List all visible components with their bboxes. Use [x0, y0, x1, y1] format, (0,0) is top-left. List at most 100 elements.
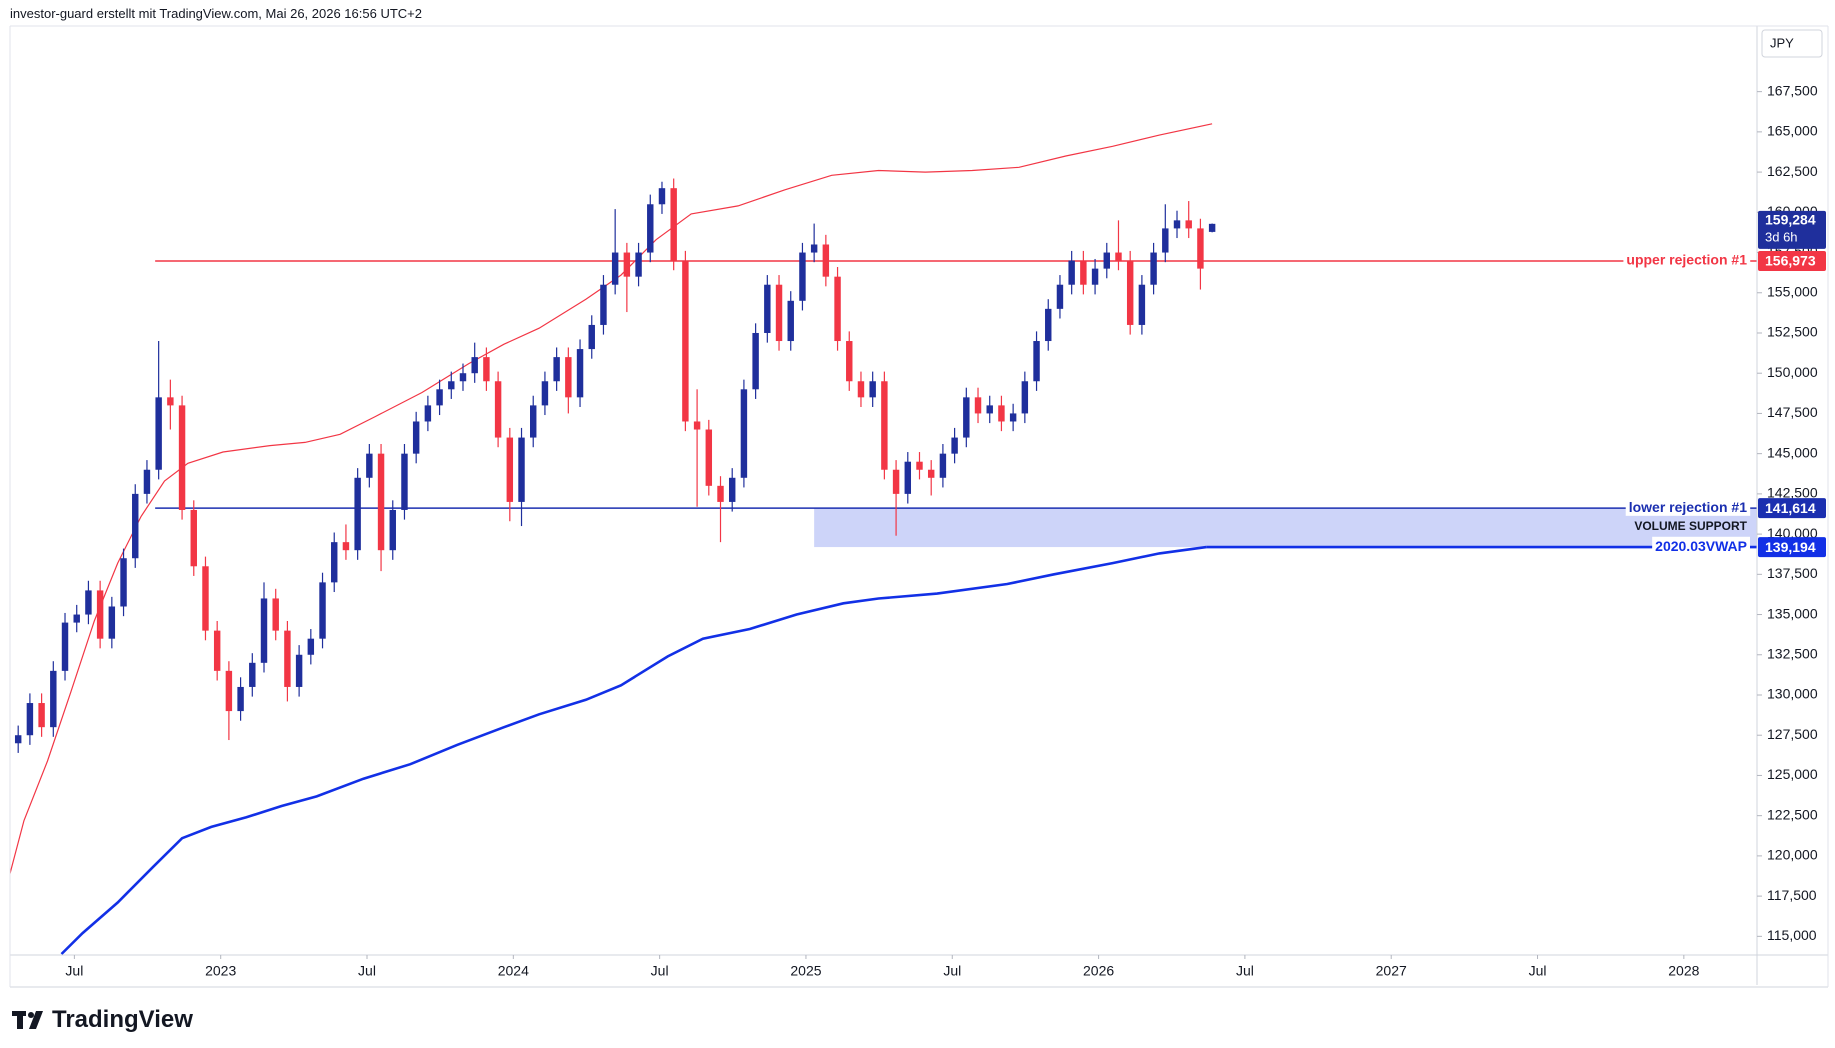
candle-body: [1115, 252, 1122, 261]
overlay-line: [10, 123, 1213, 874]
candle-body: [846, 341, 853, 382]
y-tick-label: 150,000: [1767, 364, 1818, 380]
candle-body: [225, 670, 233, 712]
y-tick-label: 122,500: [1767, 806, 1818, 822]
brand-name: TradingView: [52, 1006, 193, 1033]
candle-body: [974, 397, 982, 414]
y-tick-label: 127,500: [1767, 726, 1818, 742]
y-tick-label: 132,500: [1767, 645, 1818, 661]
candle-body: [202, 566, 209, 631]
countdown-label: 3d 6h: [1765, 229, 1798, 244]
level-label: lower rejection #1: [1629, 499, 1747, 515]
candle-body: [459, 373, 467, 382]
candle-body: [354, 477, 361, 551]
candle-body: [120, 558, 127, 607]
currency-label: JPY: [1770, 35, 1794, 50]
y-tick-label: 125,000: [1767, 766, 1818, 782]
candle-body: [541, 381, 549, 406]
y-tick-label: 145,000: [1767, 444, 1818, 460]
label-background: [1652, 536, 1750, 555]
candle-body: [623, 252, 631, 277]
candle-body: [331, 542, 338, 583]
y-tick-label: 165,000: [1767, 123, 1818, 139]
candle-body: [857, 381, 865, 398]
candle-body: [658, 188, 666, 205]
candle-body: [155, 397, 162, 470]
y-tick-label: 137,500: [1767, 565, 1818, 581]
price-tag-label: 141,614: [1765, 500, 1816, 516]
last-price-label: 159,284: [1765, 212, 1816, 228]
candle-body: [483, 357, 490, 382]
candle-body: [576, 349, 584, 398]
zone-label: VOLUME SUPPORT: [1634, 519, 1747, 533]
plot-area: [10, 123, 1757, 955]
y-tick-label: 117,500: [1767, 887, 1817, 903]
currency-box: [1761, 29, 1823, 58]
candle-body: [869, 381, 876, 398]
candle-body: [1150, 252, 1157, 285]
candle-body: [494, 381, 502, 438]
candle-body: [412, 421, 420, 454]
y-tick-label: 140,000: [1767, 525, 1818, 541]
y-tick-label: 120,000: [1767, 847, 1818, 863]
candle-body: [284, 630, 291, 687]
candle-body: [787, 300, 794, 342]
candle-body: [1068, 260, 1075, 285]
candle-body: [1045, 308, 1052, 342]
candle-body: [377, 453, 385, 551]
candle-body: [401, 453, 408, 510]
footer: TradingView: [12, 1006, 193, 1034]
x-tick-label: Jul: [651, 963, 669, 979]
x-tick-label: 2024: [498, 963, 529, 979]
y-tick-label: 162,500: [1767, 163, 1818, 179]
candle-body: [717, 485, 724, 502]
candle-body: [635, 252, 642, 277]
candle-body: [506, 437, 514, 502]
candle-body: [904, 461, 912, 494]
price-tag-label: 139,194: [1765, 539, 1816, 555]
candle-body: [61, 622, 69, 671]
attribution: investor-guard erstellt mit TradingView.…: [10, 6, 422, 21]
candle-body: [810, 244, 818, 253]
candle-body: [892, 469, 900, 494]
candle-body: [389, 509, 396, 551]
candle-body: [682, 260, 689, 422]
candle-body: [38, 703, 45, 728]
price-tag: [1758, 498, 1826, 519]
candle-body: [998, 405, 1005, 422]
candle-body: [705, 429, 713, 486]
y-tick-label: 147,500: [1767, 404, 1818, 420]
candle-body: [167, 397, 174, 406]
y-tick-label: 167,500: [1767, 82, 1818, 98]
candle-body: [939, 453, 947, 478]
candle-body: [132, 493, 139, 559]
label-background: [1625, 497, 1751, 516]
candle-body: [85, 590, 92, 615]
brand-logo: [12, 1011, 43, 1029]
candle-body: [588, 324, 595, 350]
x-tick-label: 2026: [1083, 963, 1114, 979]
candle-body: [916, 461, 923, 470]
candle-body: [799, 252, 806, 301]
candle-body: [670, 188, 677, 261]
candle-body: [600, 284, 607, 325]
overlay-line: [60, 545, 1207, 955]
y-tick-label: 115,000: [1767, 927, 1817, 943]
candle-body: [14, 735, 22, 744]
candle-body: [108, 606, 116, 639]
candle-body: [530, 405, 537, 438]
candle-body: [565, 357, 572, 398]
x-tick-label: 2023: [205, 963, 236, 979]
price-tag: [1758, 537, 1826, 558]
candle-body: [1126, 260, 1134, 325]
candle-body: [26, 703, 34, 736]
candle-body: [73, 614, 80, 623]
volume-support-zone: [814, 508, 1757, 548]
candle-body: [553, 357, 560, 382]
y-tick-label: 135,000: [1767, 605, 1818, 621]
candle-body: [366, 453, 373, 478]
y-tick-label: 142,500: [1767, 485, 1818, 501]
candle-body: [518, 437, 525, 502]
candle-body: [1208, 223, 1216, 232]
candle-body: [50, 670, 57, 728]
